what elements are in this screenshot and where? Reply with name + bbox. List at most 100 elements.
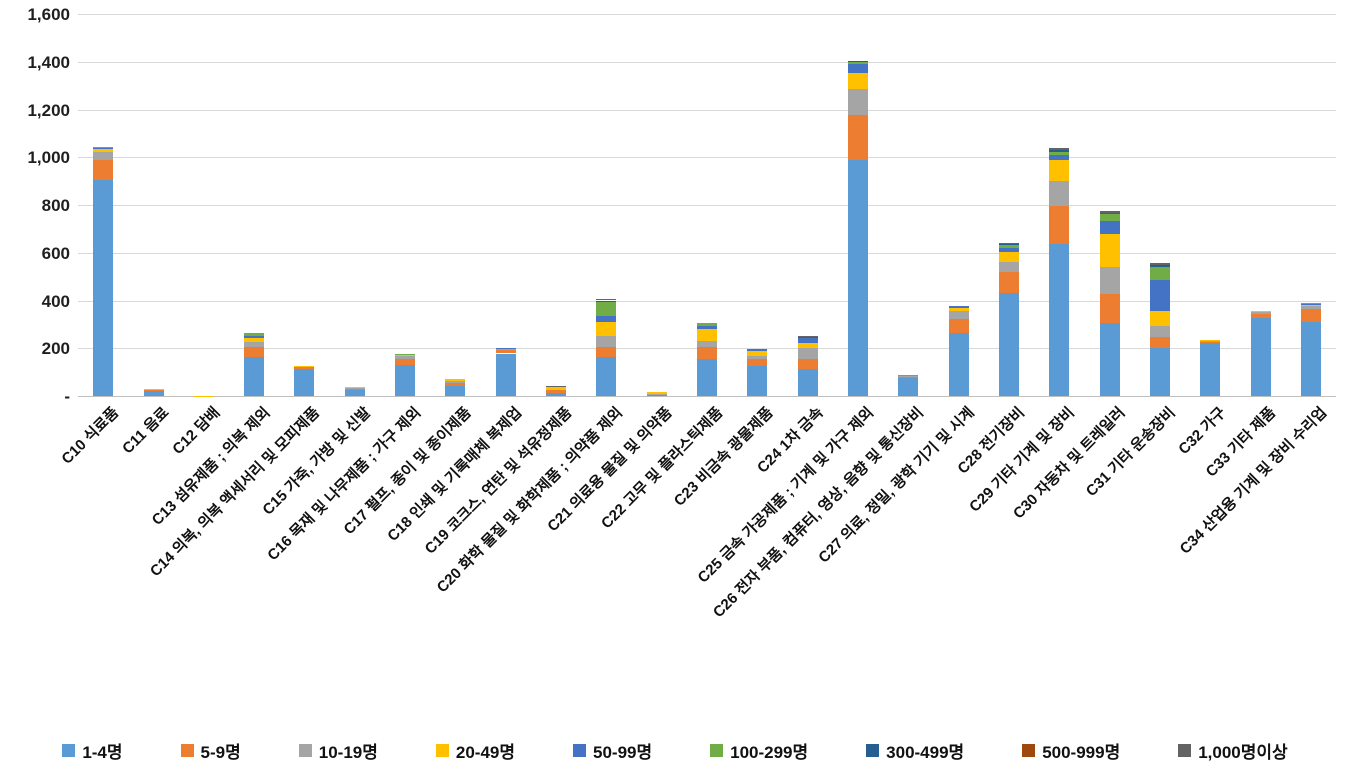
bar-segment: [1300, 308, 1321, 322]
legend-swatch-icon: [1178, 744, 1192, 757]
bar-segment: [697, 347, 717, 359]
x-axis-line: [78, 396, 1336, 397]
legend-item[interactable]: 50-99명: [573, 738, 652, 763]
bar-segment: [697, 358, 717, 396]
bar-segment: [1049, 148, 1070, 151]
bar-segment: [93, 147, 114, 149]
bar-segment: [1049, 205, 1070, 244]
legend-label: 1,000명이상: [1198, 743, 1288, 762]
bar-segment: [1250, 312, 1271, 315]
bar-segment: [697, 323, 717, 326]
bar-segment: [344, 387, 365, 389]
bar-segment: [848, 114, 868, 160]
legend-label: 100-299명: [730, 743, 809, 762]
bar-segment: [546, 385, 566, 388]
bar-segment: [646, 393, 667, 395]
legend-swatch-icon: [866, 744, 880, 757]
x-axis-category-label: C10 식료품: [58, 404, 123, 468]
bar-segment: [697, 325, 717, 330]
bar-segment: [596, 356, 617, 396]
legend-label: 500-999명: [1042, 743, 1121, 762]
legend-item[interactable]: 100-299명: [710, 738, 808, 763]
bar-segment: [1200, 343, 1221, 396]
legend: 1-4명 5-9명 10-19명 20-49명 50-99명 100-299명 300-49…: [0, 738, 1350, 763]
bar-segment: [596, 321, 617, 337]
y-axis-tick-label: 800: [41, 196, 70, 215]
bar-segment: [998, 251, 1019, 262]
bar-segment: [948, 306, 969, 308]
legend-item[interactable]: 20-49명: [435, 738, 515, 763]
bar-segment: [93, 149, 114, 153]
y-axis-tick-label: 400: [41, 291, 70, 311]
gridline: [78, 109, 1336, 111]
bar-segment: [596, 298, 617, 301]
bar-segment: [546, 390, 566, 394]
bar-segment: [445, 385, 466, 396]
bar-segment: [143, 391, 164, 396]
bar-segment: [1250, 314, 1271, 319]
bar-segment: [244, 335, 265, 338]
bar-segment: [948, 307, 969, 312]
bar-segment: [1149, 311, 1170, 327]
bar-segment: [344, 388, 365, 390]
bar-segment: [747, 348, 768, 351]
bar-segment: [1149, 264, 1170, 268]
bar-segment: [93, 160, 114, 180]
bar-segment: [596, 336, 617, 347]
legend-item[interactable]: 300-499명: [866, 738, 964, 763]
bar-segment: [646, 392, 667, 394]
legend-item[interactable]: 5-9명: [180, 738, 241, 763]
bar-segment: [93, 152, 114, 161]
bar-segment: [445, 381, 466, 383]
y-axis-tick-label: 600: [41, 243, 70, 263]
bar-segment: [998, 244, 1019, 246]
bar-segment: [797, 335, 818, 337]
bar-segment: [1099, 212, 1120, 214]
bar-segment: [143, 388, 164, 390]
bar-segment: [143, 390, 164, 392]
legend-label: 300-499명: [886, 743, 965, 762]
y-axis-tick-label: 1,000: [27, 148, 70, 168]
bar-segment: [1149, 336, 1170, 348]
bar-segment: [998, 261, 1019, 273]
bar-segment: [546, 387, 566, 391]
legend-item[interactable]: 500-999명: [1022, 738, 1120, 763]
legend-item[interactable]: 10-19명: [298, 738, 378, 763]
bar-segment: [848, 159, 868, 396]
bar-segment: [1149, 347, 1170, 396]
bar-segment: [848, 64, 868, 73]
bar-segment: [1250, 318, 1271, 396]
bar-segment: [1149, 267, 1170, 281]
x-axis-category-label: C31 기타 운송장비: [1083, 404, 1179, 500]
legend-label: 20-49명: [455, 743, 515, 762]
bar-segment: [998, 293, 1019, 396]
bar-segment: [596, 300, 617, 302]
bar-segment: [1300, 303, 1321, 305]
bar-segment: [244, 342, 265, 347]
legend-swatch-icon: [180, 744, 194, 757]
bar-segment: [1200, 341, 1221, 343]
bar-segment: [797, 358, 818, 369]
bar-segment: [948, 318, 969, 333]
legend-item[interactable]: 1-4명: [62, 738, 123, 763]
bar-segment: [244, 337, 265, 343]
bar-segment: [1049, 243, 1070, 396]
bar-segment: [344, 387, 365, 388]
bar-segment: [898, 374, 919, 376]
bar-segment: [1149, 280, 1170, 311]
legend-label: 10-19명: [318, 743, 378, 762]
bar-segment: [1250, 311, 1271, 313]
gridline: [78, 61, 1336, 63]
legend-item[interactable]: 1,000명이상: [1178, 738, 1288, 763]
bar-segment: [848, 88, 868, 115]
bar-segment: [395, 359, 416, 365]
bar-segment: [697, 329, 717, 342]
bar-segment: [495, 348, 516, 350]
bar-segment: [495, 353, 516, 396]
gridline: [78, 205, 1336, 206]
bar-segment: [495, 349, 516, 354]
y-axis-tick-label: -: [64, 387, 70, 406]
legend-label: 5-9명: [200, 743, 241, 762]
bar-segment: [294, 367, 315, 369]
bar-segment: [998, 247, 1019, 252]
